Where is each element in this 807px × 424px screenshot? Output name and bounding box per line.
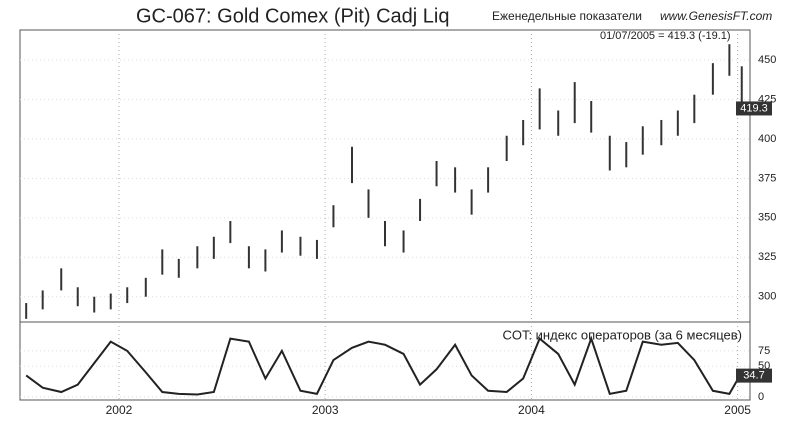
chart-title: GC-067: Gold Comex (Pit) Cadj Liq	[136, 5, 449, 27]
y-tick-label: 300	[758, 291, 776, 303]
source: www.GenesisFT.com	[660, 9, 772, 23]
y-tick-label: 450	[758, 54, 776, 66]
panel-title: COT: индекс операторов (за 6 месяцев)	[502, 327, 742, 342]
last-value-box	[736, 101, 772, 116]
last-value-label: 34.7	[743, 370, 764, 382]
y-tick-label: 325	[758, 251, 776, 263]
y-tick-label: 400	[758, 133, 776, 145]
last-value-box	[736, 368, 772, 383]
y-tick-label: 0	[758, 391, 764, 403]
y-tick-label: 375	[758, 172, 776, 184]
y-tick-label: 75	[758, 345, 770, 357]
plot-frame	[19, 29, 751, 401]
x-tick-label: 2002	[106, 403, 133, 417]
x-tick-label: 2005	[724, 403, 751, 417]
x-tick-label: 2003	[312, 403, 339, 417]
chart-subtitle: Еженедельные показатели	[492, 9, 642, 23]
x-tick-label: 2004	[518, 403, 545, 417]
y-tick-label: 350	[758, 212, 776, 224]
cot-line	[25, 335, 743, 396]
annotation: 01/07/2005 = 419.3 (-19.1)	[600, 30, 731, 42]
last-value-label: 419.3	[740, 102, 768, 114]
